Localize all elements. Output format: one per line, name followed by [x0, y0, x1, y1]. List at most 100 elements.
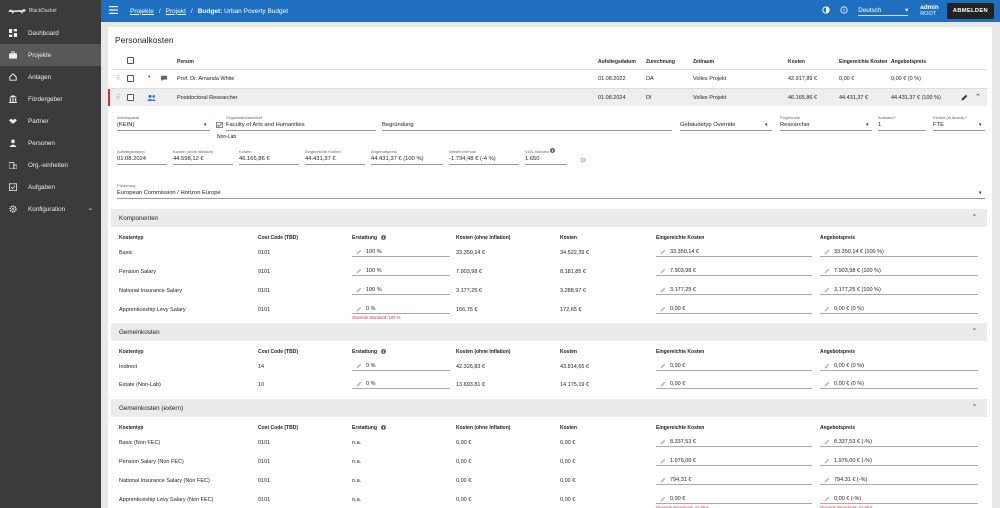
- eingereicht-input[interactable]: 1.976,00 €: [670, 458, 696, 464]
- breadcrumb-projekte[interactable]: Projekte: [130, 7, 154, 15]
- settings-gear-icon[interactable]: [580, 157, 586, 163]
- erstattung-input[interactable]: 0 %: [366, 381, 376, 387]
- edit-pencil-icon[interactable]: [824, 363, 830, 371]
- sidebar-item-dashboard[interactable]: Dashboard: [0, 22, 101, 44]
- caret-down-icon[interactable]: ▾: [765, 122, 768, 128]
- collapse-chevron-icon[interactable]: ⌃: [971, 328, 977, 335]
- breadcrumb-projekt[interactable]: Projekt: [165, 7, 186, 15]
- eingereicht-input[interactable]: 0,00 €: [670, 381, 686, 387]
- angebot-input[interactable]: 1.976,00 € (-%): [834, 458, 872, 464]
- projektrolle-value[interactable]: Researcher: [780, 122, 810, 128]
- eingereicht-input[interactable]: 8.337,53 €: [670, 439, 696, 445]
- edit-pencil-icon[interactable]: [824, 458, 830, 466]
- eingereicht-input[interactable]: 794,31 €: [670, 477, 692, 483]
- angebot-input[interactable]: 794,31 € (-%): [834, 477, 868, 483]
- edit-pencil-icon[interactable]: [824, 439, 830, 447]
- angebot-input[interactable]: 0,00 € (0 %): [834, 306, 864, 312]
- edit-pencil-icon[interactable]: [660, 477, 666, 485]
- edit-pencil-icon[interactable]: [824, 268, 830, 276]
- edit-pencil-icon[interactable]: [660, 306, 666, 314]
- edit-pencil-icon[interactable]: [824, 496, 830, 504]
- logout-button[interactable]: ABMELDEN: [946, 3, 994, 19]
- edit-pencil-icon[interactable]: [356, 249, 362, 257]
- edit-pencil-icon[interactable]: [824, 477, 830, 485]
- edit-pencil-icon[interactable]: [660, 458, 666, 466]
- contrast-icon[interactable]: [822, 6, 830, 16]
- edit-pencil-icon[interactable]: [824, 306, 830, 314]
- edit-pencil-icon[interactable]: [660, 287, 666, 295]
- edit-pencil-icon[interactable]: [356, 287, 362, 295]
- language-select[interactable]: Deutsch ▾: [858, 7, 909, 16]
- sidebar-item-aufgaben[interactable]: Aufgaben: [0, 176, 101, 198]
- info-icon[interactable]: [381, 348, 386, 356]
- row-person[interactable]: Prof. Dr. Amanda White: [177, 76, 235, 82]
- org-value[interactable]: Faculty of Arts and Humanities: [226, 122, 305, 128]
- eingereicht-input[interactable]: 33.350,14 €: [670, 249, 700, 255]
- eingereicht-input[interactable]: 0,00 €: [670, 306, 686, 312]
- info-icon[interactable]: [381, 424, 386, 432]
- eingereicht-input[interactable]: 7.903,98 €: [670, 268, 696, 274]
- angebot-input[interactable]: 3.177,25 € (100 %): [834, 287, 881, 293]
- sidebar-item-projekte[interactable]: Projekte: [0, 44, 101, 66]
- edit-pencil-icon[interactable]: [824, 381, 830, 389]
- angebot-input[interactable]: 0,00 € (0 %): [834, 381, 864, 387]
- edit-pencil-icon[interactable]: [660, 496, 666, 504]
- row-checkbox[interactable]: [127, 75, 134, 82]
- sidebar-item-anlagen[interactable]: Anlagen: [0, 66, 101, 88]
- erstattung-input[interactable]: 100 %: [366, 268, 382, 274]
- erstattung-input[interactable]: 100 %: [366, 287, 382, 293]
- edit-pencil-icon[interactable]: [356, 268, 362, 276]
- collapse-chevron-icon[interactable]: ⌃: [971, 214, 977, 221]
- aufstieg-value[interactable]: 01.08.2024: [117, 156, 147, 162]
- edit-pencil-icon[interactable]: [356, 363, 362, 371]
- angebot-input[interactable]: 8.337,53 € (-%): [834, 439, 872, 445]
- gebaeudetyp-select[interactable]: Gebäudetyp Override: [680, 122, 736, 128]
- foerderung-value[interactable]: European Commission / Horizon Europe: [117, 190, 221, 196]
- section-extern[interactable]: Gemeinkosten (extern) ⌃: [111, 399, 987, 417]
- edit-pencil-icon[interactable]: [824, 287, 830, 295]
- sidebar-item-partner[interactable]: Partner: [0, 110, 101, 132]
- drag-handle-icon[interactable]: ⠿: [116, 76, 121, 82]
- drag-handle-icon[interactable]: ⠿: [116, 95, 121, 101]
- edit-pencil-icon[interactable]: [356, 381, 362, 389]
- row-person[interactable]: Postdoctoral Researcher: [177, 95, 238, 101]
- brand[interactable]: BlackDackel: [0, 0, 101, 22]
- collapse-chevron-icon[interactable]: ⌃: [975, 94, 981, 101]
- erstattung-input[interactable]: 100 %: [366, 249, 382, 255]
- einheit-value[interactable]: FTE: [933, 122, 944, 128]
- row-checkbox[interactable]: [127, 94, 134, 101]
- erstattung-input[interactable]: 0 %: [366, 363, 376, 369]
- edit-pencil-icon[interactable]: [660, 249, 666, 257]
- select-all-checkbox[interactable]: [127, 57, 134, 64]
- caret-down-icon[interactable]: ▾: [979, 190, 982, 196]
- eingereicht-input[interactable]: 0,00 €: [670, 363, 686, 369]
- edit-pencil-icon[interactable]: [660, 268, 666, 276]
- section-gemein[interactable]: Gemeinkosten ⌃: [111, 323, 987, 341]
- collapse-chevron-icon[interactable]: ⌃: [971, 404, 977, 411]
- help-icon[interactable]: ?: [840, 6, 848, 16]
- eingereicht-input[interactable]: 3.177,25 €: [670, 287, 696, 293]
- arbeitspaket-value[interactable]: (KEIN): [117, 122, 135, 128]
- table-row-selected[interactable]: [108, 89, 987, 106]
- angebot-input[interactable]: 0,00 € (-%): [834, 496, 862, 502]
- edit-pencil-icon[interactable]: [961, 94, 968, 101]
- menu-icon[interactable]: [109, 6, 118, 16]
- caret-down-icon[interactable]: ▾: [866, 122, 869, 128]
- info-icon[interactable]: [550, 148, 555, 153]
- sidebar-item-konfiguration[interactable]: Konfiguration ⌄: [0, 198, 101, 220]
- angebot-input[interactable]: 7.903,98 € (100 %): [834, 268, 881, 274]
- edit-pencil-icon[interactable]: [824, 249, 830, 257]
- caret-down-icon[interactable]: ▾: [979, 122, 982, 128]
- angebot-input[interactable]: 0,00 € (0 %): [834, 363, 864, 369]
- begruendung-field[interactable]: Begründung: [382, 122, 414, 128]
- aufwand-input[interactable]: 1: [878, 122, 882, 128]
- eingereicht-input[interactable]: 0,00 €: [670, 496, 686, 502]
- edit-pencil-icon[interactable]: [660, 363, 666, 371]
- edit-pencil-icon[interactable]: [660, 381, 666, 389]
- section-komponenten[interactable]: Komponenten ⌃: [111, 209, 987, 227]
- erstattung-input[interactable]: 0 %: [366, 306, 376, 312]
- sidebar-item-personen[interactable]: Personen: [0, 132, 101, 154]
- sidebar-item-fördergeber[interactable]: Fördergeber: [0, 88, 101, 110]
- edit-pencil-icon[interactable]: [660, 439, 666, 447]
- edit-pencil-icon[interactable]: [356, 306, 362, 314]
